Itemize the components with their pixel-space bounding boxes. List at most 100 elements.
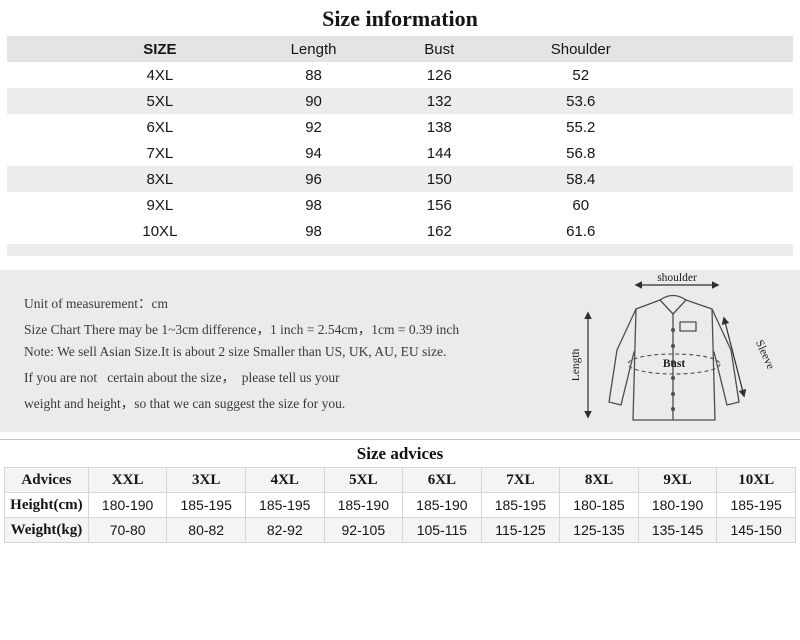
advice-col-header: 10XL [716,467,796,493]
bust-col-header: Bust [424,40,455,58]
length-cell: 98 [305,222,322,240]
advice-table: Advices XXL 3XL 4XL 5XL 6XL 7XL 8XL 9XL … [4,467,796,543]
table-row: 6XL 92 138 55.2 [7,114,793,140]
weight-row-label: Weight(kg) [4,517,89,543]
advice-col-header: 8XL [559,467,639,493]
height-row-label: Height(cm) [4,492,89,518]
size-col-header: SIZE [143,40,177,58]
note-line-1: Unit of measurement：cm [24,296,168,311]
weight-cell: 115-125 [480,517,561,543]
jacket-buttons [671,328,675,411]
advice-col-header: 9XL [637,467,718,493]
shoulder-cell: 53.6 [566,92,596,110]
size-cell: 9XL [146,196,174,214]
size-cell: 10XL [142,222,178,240]
sleeve-arrow-icon [721,316,747,398]
note-line-2: Size Chart There may be 1~3cm difference… [24,322,460,337]
size-table-header-row: SIZE Length Bust Shoulder [7,36,793,62]
length-cell: 90 [305,92,322,110]
size-cell: 7XL [146,144,174,162]
bust-label: Bust [663,358,686,370]
height-cell: 180-185 [559,492,639,518]
bust-cell: 150 [426,170,452,188]
height-cell: 185-195 [716,492,796,518]
bust-dashed-line [627,353,721,375]
table-row: Height(cm) 180-190 185-195 185-195 185-1… [4,492,796,518]
height-cell: 185-195 [480,492,561,518]
table-row: Weight(kg) 70-80 80-82 82-92 92-105 105-… [4,517,796,543]
notes-section: Unit of measurement：cm Size Chart There … [0,270,800,432]
filler-cell [667,192,793,218]
length-col-header: Length [290,40,337,58]
size-cell: 8XL [146,170,174,188]
advice-col-header: 7XL [480,467,561,493]
spacer-row [7,244,793,256]
table-row: 8XL 96 150 58.4 [7,166,793,192]
jacket-outline-icon [608,294,740,421]
advice-col-header: Advices [4,467,89,493]
weight-cell: 135-145 [637,517,718,543]
page-title: Size information [322,6,478,31]
table-row: 9XL 98 156 60 [7,192,793,218]
shoulder-cell: 56.8 [566,144,596,162]
filler-cell [667,140,793,166]
length-cell: 94 [305,144,322,162]
length-cell: 96 [305,170,322,188]
weight-cell: 125-135 [559,517,639,543]
filler-cell [667,36,793,62]
note-line-4: If you are not certain about the size， p… [24,370,340,385]
size-cell: 6XL [146,118,174,136]
table-row: 10XL 98 162 61.6 [7,218,793,244]
size-cell: 5XL [146,92,174,110]
advice-col-header: 3XL [166,467,246,493]
bust-cell: 138 [426,118,452,136]
advice-col-header: 5XL [323,467,404,493]
bust-cell: 132 [426,92,452,110]
filler-cell [7,244,793,256]
sleeve-label: Sleeve [753,338,776,371]
length-cell: 98 [305,196,322,214]
shoulder-col-header: Shoulder [550,40,611,58]
height-cell: 185-190 [402,492,482,518]
advice-col-header: 4XL [244,467,325,493]
filler-cell [667,88,793,114]
length-cell: 92 [305,118,322,136]
size-table: SIZE Length Bust Shoulder 4XL 88 126 52 … [7,36,793,256]
filler-cell [667,114,793,140]
measurement-notes: Unit of measurement：cm Size Chart There … [0,270,572,432]
filler-cell [667,166,793,192]
table-row: 7XL 94 144 56.8 [7,140,793,166]
advice-col-header: XXL [87,467,168,493]
bust-cell: 126 [426,66,452,84]
note-line-3: Note: We sell Asian Size.It is about 2 s… [24,344,447,359]
jacket-measure-diagram: shoulder Length Bust Sleeve [570,270,800,432]
weight-cell: 92-105 [323,517,404,543]
shoulder-cell: 60 [572,196,590,214]
weight-cell: 105-115 [402,517,482,543]
shoulder-label: shoulder [657,272,697,284]
height-cell: 185-195 [244,492,325,518]
weight-cell: 145-150 [716,517,796,543]
bust-cell: 162 [426,222,452,240]
height-cell: 185-190 [323,492,404,518]
measure-arrows [584,281,747,419]
length-label: Length [572,348,582,381]
size-cell: 4XL [146,66,174,84]
weight-cell: 80-82 [166,517,246,543]
filler-cell [667,62,793,88]
size-advice-section: Size advices Advices XXL 3XL 4XL 5XL 6XL… [0,439,800,543]
advice-title: Size advices [356,444,444,463]
height-cell: 180-190 [87,492,168,518]
table-row: 4XL 88 126 52 [7,62,793,88]
height-cell: 180-190 [637,492,718,518]
shoulder-cell: 52 [572,66,590,84]
weight-cell: 82-92 [244,517,325,543]
bust-cell: 156 [426,196,452,214]
advice-header-row: Advices XXL 3XL 4XL 5XL 6XL 7XL 8XL 9XL … [4,467,796,493]
jacket-diagram-svg: shoulder Length Bust Sleeve [570,272,776,421]
shoulder-cell: 58.4 [566,170,596,188]
filler-cell [667,218,793,244]
height-cell: 185-195 [166,492,246,518]
weight-cell: 70-80 [87,517,168,543]
